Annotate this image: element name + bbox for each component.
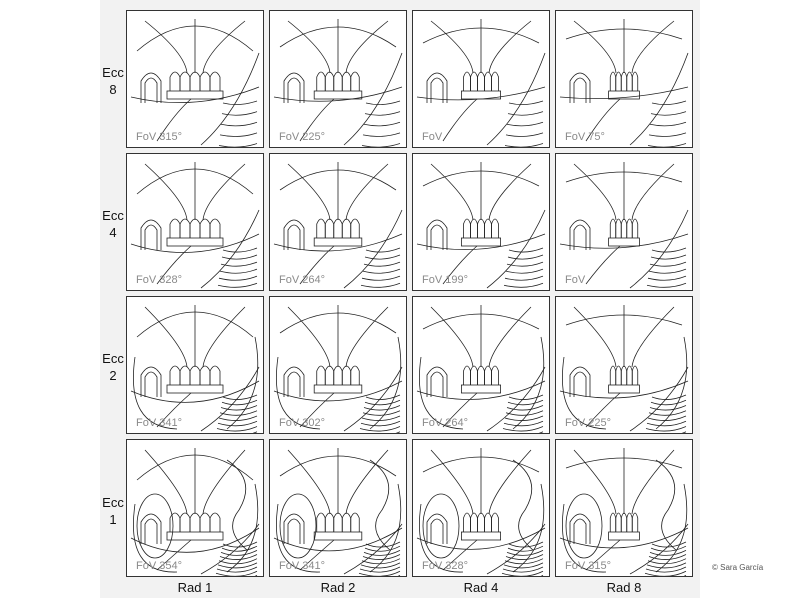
line-drawing [416, 162, 546, 290]
fov-label: FoV [565, 274, 586, 286]
distorted-view-r2-c4: FoV [555, 153, 693, 291]
row-label-ecc-1: Ecc 1 [102, 495, 124, 527]
fov-label: FoV 341° [279, 560, 325, 572]
distorted-view-r3-c4: FoV 225° [555, 296, 693, 434]
line-drawing [416, 19, 546, 147]
column-label-rad-4: Rad 4 [463, 580, 499, 595]
distorted-view-r3-c3: FoV 264° [412, 296, 550, 434]
line-drawing [273, 448, 403, 576]
distorted-view-r1-c3: FoV [412, 10, 550, 148]
distorted-view-r1-c1: FoV 315° [126, 10, 264, 148]
row-label-ecc-8: Ecc 8 [102, 65, 124, 97]
distorted-view-r1-c4: FoV 75° [555, 10, 693, 148]
line-drawing [416, 305, 546, 433]
fov-label: FoV 315° [136, 131, 182, 143]
distorted-view-r2-c3: FoV 199° [412, 153, 550, 291]
line-drawing [130, 305, 260, 433]
distorted-view-r3-c1: FoV 341° [126, 296, 264, 434]
line-drawing [559, 305, 689, 433]
row-label-ecc-2: Ecc 2 [102, 351, 124, 383]
line-drawing [559, 162, 689, 290]
distorted-view-r4-c3: FoV 328° [412, 439, 550, 577]
fov-label: FoV 341° [136, 417, 182, 429]
line-drawing [130, 162, 260, 290]
fov-label: FoV 302° [279, 417, 325, 429]
distorted-view-r2-c1: FoV 328° [126, 153, 264, 291]
line-drawing [130, 19, 260, 147]
line-drawing [273, 19, 403, 147]
fov-label: FoV 328° [136, 274, 182, 286]
line-drawing [273, 162, 403, 290]
fov-label: FoV 264° [422, 417, 468, 429]
column-label-rad-2: Rad 2 [320, 580, 356, 595]
row-label-ecc-4: Ecc 4 [102, 208, 124, 240]
fov-label: FoV 315° [565, 560, 611, 572]
image-credit: © Sara García [712, 563, 764, 572]
line-drawing [559, 19, 689, 147]
fov-label: FoV [422, 131, 443, 143]
column-label-rad-8: Rad 8 [606, 580, 642, 595]
line-drawing [416, 448, 546, 576]
distorted-view-r2-c2: FoV 264° [269, 153, 407, 291]
line-drawing [559, 448, 689, 576]
fov-label: FoV 225° [565, 417, 611, 429]
fov-label: FoV 225° [279, 131, 325, 143]
fov-label: FoV 75° [565, 131, 605, 143]
fov-label: FoV 264° [279, 274, 325, 286]
column-label-rad-1: Rad 1 [177, 580, 213, 595]
distorted-view-r1-c2: FoV 225° [269, 10, 407, 148]
distorted-view-r4-c2: FoV 341° [269, 439, 407, 577]
distorted-view-r3-c2: FoV 302° [269, 296, 407, 434]
line-drawing [130, 448, 260, 576]
line-drawing [273, 305, 403, 433]
fov-label: FoV 328° [422, 560, 468, 572]
fov-label: FoV 199° [422, 274, 468, 286]
fov-label: FoV 354° [136, 560, 182, 572]
distorted-view-r4-c4: FoV 315° [555, 439, 693, 577]
distorted-view-r4-c1: FoV 354° [126, 439, 264, 577]
